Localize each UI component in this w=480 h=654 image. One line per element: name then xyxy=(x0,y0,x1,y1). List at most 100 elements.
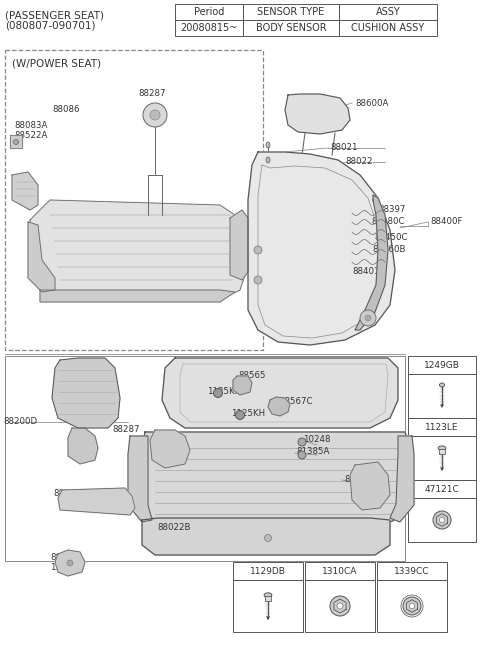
Text: 20080815~: 20080815~ xyxy=(180,23,238,33)
Circle shape xyxy=(264,534,272,542)
Bar xyxy=(408,356,476,374)
Circle shape xyxy=(214,388,223,398)
Text: 88522A: 88522A xyxy=(14,131,48,141)
Text: 88397: 88397 xyxy=(378,205,406,215)
Polygon shape xyxy=(162,358,398,428)
Polygon shape xyxy=(68,428,98,464)
Circle shape xyxy=(236,411,244,419)
Text: 81385A: 81385A xyxy=(296,447,329,456)
Polygon shape xyxy=(150,430,190,468)
Polygon shape xyxy=(128,436,152,522)
Polygon shape xyxy=(142,432,410,530)
Bar xyxy=(175,4,243,20)
Text: (W/POWER SEAT): (W/POWER SEAT) xyxy=(12,58,101,68)
Bar xyxy=(377,580,447,632)
Circle shape xyxy=(439,517,444,523)
Text: CUSHION ASSY: CUSHION ASSY xyxy=(351,23,425,33)
Text: BODY SENSOR: BODY SENSOR xyxy=(256,23,326,33)
Bar xyxy=(408,436,476,480)
Text: 88380C: 88380C xyxy=(371,218,405,226)
Bar xyxy=(408,498,476,542)
Circle shape xyxy=(254,276,262,284)
Text: 88083A: 88083A xyxy=(14,122,48,131)
Bar xyxy=(305,580,375,632)
Text: 1125KH: 1125KH xyxy=(207,388,241,396)
Text: 88293C: 88293C xyxy=(344,475,377,485)
Bar xyxy=(408,418,476,436)
Circle shape xyxy=(403,597,421,615)
Text: SENSOR TYPE: SENSOR TYPE xyxy=(257,7,324,17)
Bar xyxy=(233,580,303,632)
Bar xyxy=(408,480,476,498)
Bar xyxy=(339,4,437,20)
Ellipse shape xyxy=(264,593,272,598)
Text: 88287: 88287 xyxy=(112,426,140,434)
Circle shape xyxy=(330,596,350,616)
Circle shape xyxy=(13,139,19,145)
Polygon shape xyxy=(10,135,22,148)
Text: 88450C: 88450C xyxy=(374,233,408,243)
Circle shape xyxy=(150,110,160,120)
Circle shape xyxy=(67,560,73,566)
Bar xyxy=(175,20,243,36)
Bar xyxy=(377,562,447,580)
Circle shape xyxy=(365,315,371,321)
Text: 88561A: 88561A xyxy=(50,553,84,562)
Text: 88063: 88063 xyxy=(68,375,96,385)
Circle shape xyxy=(337,603,343,609)
Text: 88200D: 88200D xyxy=(3,417,37,426)
Text: 1249GB: 1249GB xyxy=(424,360,460,370)
Text: 88360B: 88360B xyxy=(372,245,406,254)
Polygon shape xyxy=(40,290,235,302)
Text: 88544A: 88544A xyxy=(68,385,101,394)
Bar xyxy=(339,20,437,36)
Text: 1310CA: 1310CA xyxy=(322,566,358,576)
Polygon shape xyxy=(233,376,252,395)
Ellipse shape xyxy=(440,383,444,387)
Text: 88291B: 88291B xyxy=(53,489,86,498)
Polygon shape xyxy=(52,358,120,428)
Polygon shape xyxy=(230,210,248,280)
Circle shape xyxy=(360,310,376,326)
Bar xyxy=(233,562,303,580)
Circle shape xyxy=(433,511,451,529)
Polygon shape xyxy=(390,436,414,522)
Bar xyxy=(5,356,405,561)
Circle shape xyxy=(298,451,306,459)
Circle shape xyxy=(409,603,415,609)
Bar xyxy=(5,50,263,350)
Text: 88401C: 88401C xyxy=(352,266,385,275)
Text: 88022: 88022 xyxy=(345,158,372,167)
Polygon shape xyxy=(248,152,395,345)
Text: 1125KH: 1125KH xyxy=(231,409,265,419)
Text: 1339CC: 1339CC xyxy=(394,566,430,576)
Text: 47121C: 47121C xyxy=(425,485,459,494)
Ellipse shape xyxy=(266,142,270,148)
Bar xyxy=(305,562,375,580)
Ellipse shape xyxy=(266,157,270,163)
Polygon shape xyxy=(58,488,135,515)
Circle shape xyxy=(254,246,262,254)
Circle shape xyxy=(298,438,306,446)
Text: 88600A: 88600A xyxy=(355,99,388,107)
Text: 88021: 88021 xyxy=(330,143,358,152)
Text: Period: Period xyxy=(194,7,224,17)
Polygon shape xyxy=(142,518,390,555)
Text: 1123LE: 1123LE xyxy=(425,422,459,432)
Text: 10248: 10248 xyxy=(303,436,331,445)
Polygon shape xyxy=(55,550,85,576)
Bar xyxy=(265,596,271,601)
Ellipse shape xyxy=(438,446,446,451)
Polygon shape xyxy=(268,397,290,416)
Polygon shape xyxy=(30,200,245,300)
Polygon shape xyxy=(355,195,388,330)
Text: 88287: 88287 xyxy=(138,88,166,97)
Polygon shape xyxy=(28,222,55,292)
Polygon shape xyxy=(12,172,38,210)
Text: 88567C: 88567C xyxy=(279,398,312,407)
Text: 88086: 88086 xyxy=(52,105,80,114)
Polygon shape xyxy=(285,94,350,134)
Text: ASSY: ASSY xyxy=(376,7,400,17)
Polygon shape xyxy=(350,462,390,510)
Bar xyxy=(243,4,339,20)
